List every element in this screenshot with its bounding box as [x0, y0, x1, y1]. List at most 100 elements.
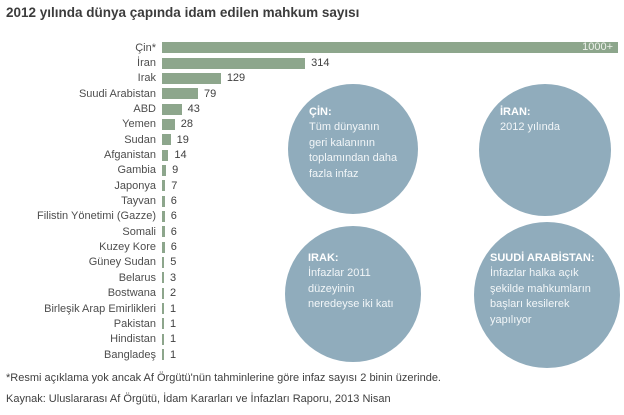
chart-row: Kuzey Kore 6 [0, 239, 624, 254]
chart-row: Pakistan 1 [0, 316, 624, 331]
bar [162, 226, 165, 238]
source-line: Kaynak: Uluslararası Af Örgütü, İdam Kar… [6, 393, 391, 405]
bar [162, 256, 165, 268]
value-label: 5 [170, 256, 177, 269]
bar [162, 333, 164, 345]
category-label: Filistin Yönetimi (Gazze) [37, 210, 156, 223]
category-label: Bangladeş [104, 348, 156, 361]
chart-row: Gambia 9 [0, 163, 624, 178]
chart-row: ABD 43 [0, 101, 624, 116]
chart-row: Birleşik Arap Emirlikleri 1 [0, 301, 624, 316]
value-label: 43 [187, 103, 200, 116]
bubble-body: İnfazlar halka açık şekilde mahkumların … [490, 267, 591, 326]
bar [162, 195, 165, 207]
value-label: 14 [174, 149, 187, 162]
value-label: 1 [170, 317, 177, 330]
value-label: 1 [170, 348, 177, 361]
category-label: Bostwana [107, 287, 156, 300]
bar [162, 287, 164, 299]
bar [162, 88, 199, 100]
chart-row: Sudan 19 [0, 132, 624, 147]
value-label: 314 [311, 57, 330, 70]
category-label: ABD [133, 103, 156, 116]
chart-row: Hindistan 1 [0, 332, 624, 347]
chart-row: Filistin Yönetimi (Gazze) 6 [0, 209, 624, 224]
value-label: 79 [204, 87, 217, 100]
value-label: 129 [226, 72, 246, 85]
bar [162, 349, 164, 361]
value-label: 2 [170, 287, 177, 300]
category-label: Belarus [118, 271, 156, 284]
category-label: Afganistan [104, 149, 156, 162]
value-label: 6 [170, 195, 177, 208]
category-label: Japonya [114, 179, 156, 192]
value-label: 1 [170, 302, 177, 315]
chart-row: Tayvan 6 [0, 193, 624, 208]
bar [162, 241, 165, 253]
bubble-body: 2012 yılında [500, 121, 560, 133]
chart-row: Belarus 3 [0, 270, 624, 285]
bar [162, 72, 221, 84]
value-label: 6 [170, 210, 177, 223]
bar [162, 103, 182, 115]
bubble-heading: IRAK: [308, 252, 339, 264]
bar [162, 210, 165, 222]
value-label: 6 [170, 241, 177, 254]
category-label: Tayvan [121, 195, 156, 208]
chart-row: Bangladeş 1 [0, 347, 624, 362]
bar [162, 164, 167, 176]
category-label: İran [137, 57, 156, 70]
category-label: Somali [122, 225, 156, 238]
category-label: Hindistan [110, 333, 156, 346]
chart-row: İran 314 [0, 55, 624, 70]
value-label: 1000+ [582, 41, 613, 54]
category-label: Birleşik Arap Emirlikleri [44, 302, 156, 315]
value-label: 3 [170, 271, 177, 284]
value-label: 28 [180, 118, 194, 131]
category-label: Suudi Arabistan [78, 87, 156, 100]
chart-row: Güney Sudan 5 [0, 255, 624, 270]
bubble-heading: ÇİN: [309, 106, 332, 118]
category-label: Gambia [117, 164, 156, 177]
bar [162, 180, 166, 192]
category-label: Kuzey Kore [99, 241, 156, 254]
bar [162, 318, 164, 330]
bubble-heading: SUUDİ ARABİSTAN: [490, 252, 595, 264]
value-label: 9 [172, 164, 179, 177]
bar [162, 118, 175, 130]
category-label: Yemen [122, 118, 156, 131]
bar [162, 134, 171, 146]
bubble-body: İnfazlar 2011 düzeyinin neredeyse iki ka… [308, 267, 394, 311]
chart-row: Afganistan 14 [0, 147, 624, 162]
value-label: 1 [170, 333, 177, 346]
footnote: *Resmi açıklama yok ancak Af Örgütü'nün … [6, 372, 441, 384]
bar [162, 272, 164, 284]
chart-row: Japonya 7 [0, 178, 624, 193]
annotation-bubble-iran: İRAN: 2012 yılında [479, 84, 611, 216]
value-label: 6 [170, 225, 177, 238]
category-label: Güney Sudan [88, 256, 156, 269]
category-label: Irak [137, 72, 156, 85]
bar: 1000+ [162, 41, 618, 54]
annotation-bubble-irak: IRAK: İnfazlar 2011 düzeyinin neredeyse … [285, 226, 421, 362]
annotation-bubble-cin: ÇİN: Tüm dünyanın geri kalanının toplamı… [288, 84, 418, 214]
chart-row: Çin* 1000+ [0, 40, 624, 55]
bubble-body: Tüm dünyanın geri kalanının toplamından … [309, 121, 398, 180]
category-label: Sudan [124, 133, 156, 146]
category-label: Pakistan [113, 317, 156, 330]
bar-chart: Çin* 1000+ İran 314 Irak 129 Suudi Arabistan 79… [0, 40, 624, 362]
chart-row: Bostwana 2 [0, 286, 624, 301]
bar [162, 149, 169, 161]
value-label: 7 [171, 179, 178, 192]
bubble-heading: İRAN: [500, 106, 531, 118]
chart-row: Suudi Arabistan 79 [0, 86, 624, 101]
annotation-bubble-suudi-arabistan: SUUDİ ARABİSTAN: İnfazlar halka açık şek… [474, 222, 620, 368]
chart-row: Yemen 28 [0, 117, 624, 132]
category-label: Çin* [135, 41, 156, 54]
chart-row: Somali 6 [0, 224, 624, 239]
page-title: 2012 yılında dünya çapında idam edilen m… [6, 5, 360, 20]
bar [162, 57, 306, 69]
chart-row: Irak 129 [0, 71, 624, 86]
bar [162, 303, 164, 315]
